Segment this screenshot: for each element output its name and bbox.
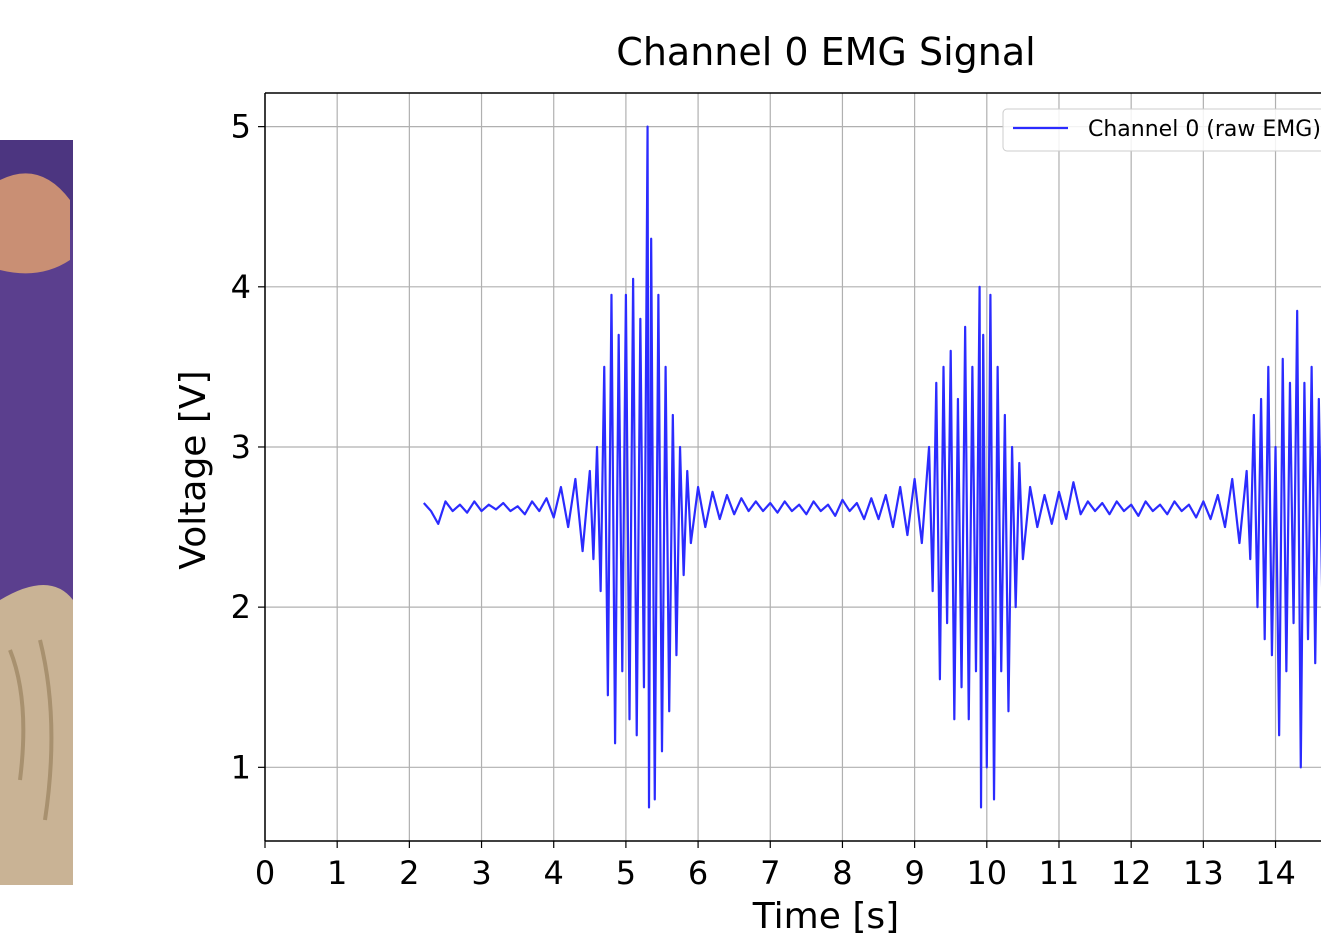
signal-line (422, 125, 1321, 809)
legend-label: Channel 0 (raw EMG) (1088, 117, 1321, 142)
x-tick-label: 6 (688, 854, 708, 892)
x-axis-label: Time [s] (752, 896, 899, 933)
x-tick-label: 3 (471, 854, 491, 892)
x-tick-label: 5 (616, 854, 636, 892)
chart-title: Channel 0 EMG Signal (616, 30, 1035, 74)
legend: Channel 0 (raw EMG) (1002, 108, 1321, 152)
legend-box (1002, 108, 1321, 152)
x-tick-label: 4 (544, 854, 564, 892)
y-tick-label: 3 (231, 428, 251, 466)
plot-area (422, 125, 1321, 809)
x-tick-label: 13 (1183, 854, 1224, 892)
x-tick-label: 0 (255, 854, 275, 892)
y-tick-label: 1 (231, 748, 251, 786)
x-tick-label: 14 (1255, 854, 1296, 892)
y-tick-label: 2 (231, 588, 251, 626)
grid (264, 93, 1321, 841)
x-tick-label: 2 (399, 854, 419, 892)
x-tick-label: 9 (904, 854, 924, 892)
y-tick-label: 5 (231, 108, 251, 146)
x-tick-label: 12 (1111, 854, 1152, 892)
y-axis-label: Voltage [V] (173, 370, 214, 569)
photo (0, 140, 73, 885)
x-tick-label: 1 (327, 854, 347, 892)
x-tick-label: 8 (832, 854, 852, 892)
x-tick-label: 10 (966, 854, 1007, 892)
y-tick-label: 4 (231, 268, 251, 306)
x-tick-label: 7 (760, 854, 780, 892)
x-tick-label: 11 (1039, 854, 1080, 892)
